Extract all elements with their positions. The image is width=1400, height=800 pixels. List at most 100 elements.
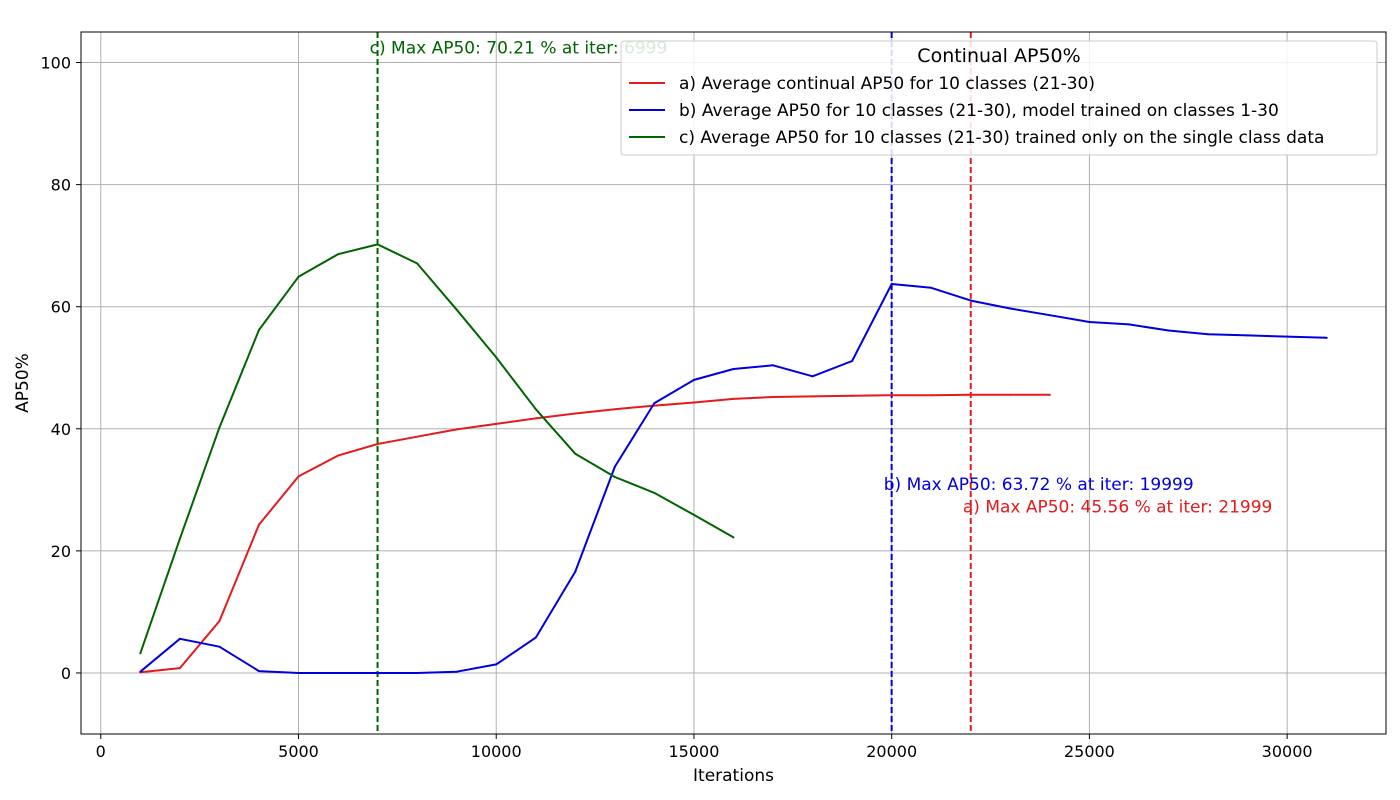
y-tick-label: 20 — [51, 542, 71, 561]
data-point — [811, 375, 814, 378]
data-point — [653, 491, 656, 494]
data-point — [495, 663, 498, 666]
data-point — [534, 408, 537, 411]
y-tick-label: 100 — [40, 54, 71, 73]
data-point — [1009, 393, 1012, 396]
data-point — [613, 408, 616, 411]
data-point — [495, 422, 498, 425]
x-axis-ticks: 0 5000 10000 15000 20000 25000 30000 — [96, 734, 1313, 761]
annotations: c) Max AP50: 70.21 % at iter: 6999 b) Max… — [370, 38, 1273, 517]
data-point — [257, 670, 260, 673]
data-point — [653, 402, 656, 405]
data-point — [851, 360, 854, 363]
data-point — [851, 394, 854, 397]
y-tick-label: 40 — [51, 420, 71, 439]
data-point — [1088, 320, 1091, 323]
data-point — [218, 620, 221, 623]
data-point — [613, 476, 616, 479]
data-point — [613, 465, 616, 468]
data-point — [930, 286, 933, 289]
x-tick-label: 15000 — [669, 742, 720, 761]
legend: Continual AP50% a) Average continual AP5… — [620, 40, 1378, 156]
data-point — [574, 412, 577, 415]
legend-entry-label: c) Average AP50 for 10 classes (21-30) t… — [679, 128, 1324, 148]
data-point — [890, 282, 893, 285]
plot-frame — [80, 31, 1387, 735]
data-point — [416, 435, 419, 438]
data-point — [772, 396, 775, 399]
data-point — [1009, 307, 1012, 310]
data-point — [257, 523, 260, 526]
data-point — [692, 401, 695, 404]
data-point — [416, 262, 419, 265]
data-point — [1048, 393, 1051, 396]
data-point — [732, 397, 735, 400]
x-tick-label: 25000 — [1064, 742, 1115, 761]
data-point — [732, 367, 735, 370]
x-tick-label: 20000 — [866, 742, 917, 761]
data-point — [337, 671, 340, 674]
legend-entries: a) Average continual AP50 for 10 classes… — [629, 74, 1324, 148]
legend-box — [620, 40, 1378, 156]
data-point — [772, 364, 775, 367]
data-point — [534, 417, 537, 420]
max-annotation: a) Max AP50: 45.56 % at iter: 21999 — [963, 497, 1273, 517]
data-point — [1325, 336, 1328, 339]
y-axis-label: AP50% — [13, 353, 33, 413]
data-point — [416, 671, 419, 674]
data-point — [178, 667, 181, 670]
data-point — [969, 393, 972, 396]
data-point — [455, 308, 458, 311]
data-point — [257, 328, 260, 331]
y-tick-label: 80 — [51, 176, 71, 195]
x-tick-label: 30000 — [1262, 742, 1313, 761]
y-tick-label: 60 — [51, 298, 71, 317]
data-point — [1286, 335, 1289, 338]
data-point — [376, 243, 379, 246]
data-point — [811, 395, 814, 398]
max-annotation: b) Max AP50: 63.72 % at iter: 19999 — [884, 475, 1194, 495]
data-point — [495, 356, 498, 359]
x-tick-label: 5000 — [278, 742, 319, 761]
data-point — [1207, 333, 1210, 336]
data-point — [692, 513, 695, 516]
data-point — [376, 443, 379, 446]
data-point — [1048, 314, 1051, 317]
data-point — [218, 645, 221, 648]
x-tick-label: 10000 — [471, 742, 522, 761]
series-line-a — [140, 393, 1050, 674]
data-point — [534, 636, 537, 639]
legend-title: Continual AP50% — [917, 45, 1080, 67]
data-point — [1167, 329, 1170, 332]
x-tick-label: 0 — [96, 742, 106, 761]
data-point — [139, 652, 142, 655]
legend-entry-label: b) Average AP50 for 10 classes (21-30), … — [679, 101, 1279, 121]
data-point — [890, 394, 893, 397]
data-point — [1127, 323, 1130, 326]
data-point — [455, 428, 458, 431]
data-point — [178, 537, 181, 540]
data-point — [969, 299, 972, 302]
series-lines — [139, 243, 1328, 674]
data-point — [574, 570, 577, 573]
max-annotation: c) Max AP50: 70.21 % at iter: 6999 — [370, 38, 668, 58]
data-point — [692, 378, 695, 381]
y-axis-ticks: 0 20 40 60 80 100 — [40, 54, 81, 683]
data-point — [297, 475, 300, 478]
legend-entry-label: a) Average continual AP50 for 10 classes… — [679, 74, 1095, 94]
data-point — [178, 637, 181, 640]
series-line-c — [139, 243, 734, 654]
data-point — [1246, 334, 1249, 337]
data-point — [376, 671, 379, 674]
data-point — [337, 454, 340, 457]
data-point — [297, 671, 300, 674]
data-point — [574, 452, 577, 455]
data-point — [218, 426, 221, 429]
data-point — [337, 253, 340, 256]
y-tick-label: 0 — [61, 664, 71, 683]
x-axis-label: Iterations — [693, 766, 774, 786]
data-point — [732, 536, 735, 539]
data-point — [297, 275, 300, 278]
data-point — [139, 670, 142, 673]
